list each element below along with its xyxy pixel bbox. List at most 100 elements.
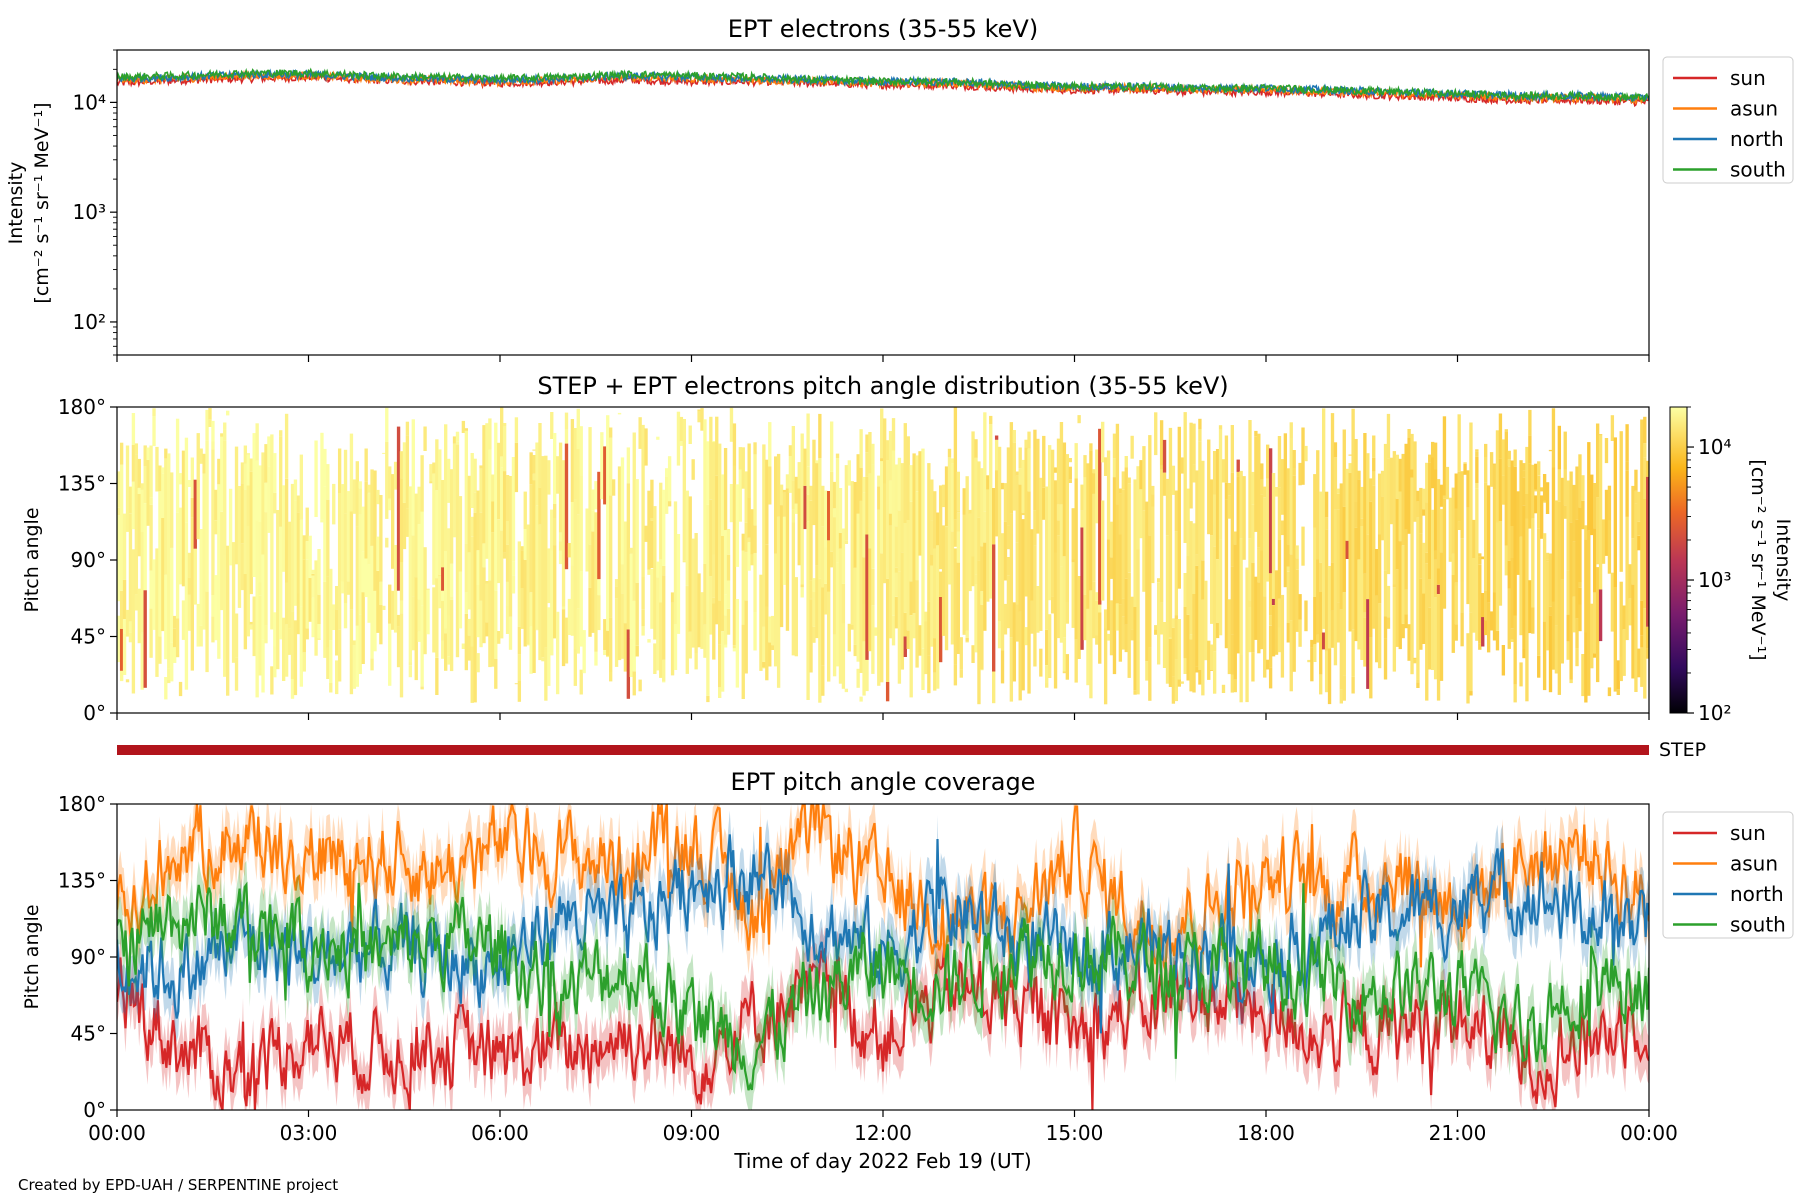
heatmap-cell <box>364 448 368 482</box>
legend-label-north: north <box>1730 127 1784 151</box>
heatmap-cell <box>1086 463 1090 609</box>
heatmap-cell <box>1495 430 1500 523</box>
heatmap-cell <box>609 427 613 438</box>
panel3-title: EPT pitch angle coverage <box>731 768 1036 796</box>
heatmap-cell <box>803 485 807 530</box>
heatmap-cell <box>234 446 239 565</box>
heatmap-cell <box>812 578 816 592</box>
heatmap-cell <box>818 413 822 459</box>
heatmap-cell <box>1124 578 1128 625</box>
heatmap-cell <box>685 586 689 642</box>
heatmap-cell <box>146 459 150 526</box>
heatmap-cell <box>1637 521 1641 536</box>
heatmap-cell <box>591 531 595 633</box>
heatmap-cell <box>311 569 315 574</box>
y-tick-label: 0° <box>83 701 106 725</box>
heatmap-cell <box>1289 422 1293 438</box>
heatmap-cell <box>302 535 306 560</box>
heatmap-cell <box>1033 545 1037 667</box>
heatmap-cell <box>1392 451 1397 585</box>
heatmap-cell <box>1257 433 1261 548</box>
heatmap-cell <box>1425 462 1429 503</box>
heatmap-cell <box>196 433 200 540</box>
heatmap-cell <box>1324 651 1329 693</box>
heatmap-cell <box>326 464 330 500</box>
heatmap-cell <box>1366 599 1370 689</box>
heatmap-cell <box>641 609 645 627</box>
heatmap-cell <box>1133 599 1137 607</box>
heatmap-cell <box>399 600 404 614</box>
heatmap-cell <box>564 412 569 430</box>
heatmap-cell <box>211 449 215 595</box>
heatmap-cell <box>420 605 424 687</box>
heatmap-cell <box>1575 466 1579 520</box>
heatmap-cell <box>1042 435 1046 488</box>
heatmap-cell <box>570 565 575 636</box>
heatmap-cell <box>815 463 819 566</box>
heatmap-cell <box>1106 450 1111 540</box>
heatmap-cell <box>697 573 701 648</box>
heatmap-cell <box>1428 462 1432 579</box>
heatmap-cell <box>1009 637 1014 702</box>
heatmap-cell <box>441 601 445 641</box>
heatmap-cell <box>217 484 221 659</box>
heatmap-cell <box>732 648 737 652</box>
heatmap-cell <box>452 436 457 444</box>
heatmap-cell <box>909 615 913 698</box>
heatmap-cell <box>1407 429 1411 438</box>
heatmap-cell <box>1351 676 1355 694</box>
heatmap-cell <box>361 506 365 552</box>
heatmap-cell <box>1307 659 1311 663</box>
heatmap-cell <box>650 520 654 569</box>
heatmap-cell <box>553 503 557 518</box>
heatmap-cell <box>1292 450 1296 468</box>
heatmap-cell <box>529 452 533 485</box>
heatmap-cell <box>281 485 286 572</box>
heatmap-cell <box>1080 484 1084 511</box>
series-line-south <box>117 67 1649 104</box>
heatmap-cell <box>122 633 127 675</box>
heatmap-cell <box>1584 632 1588 703</box>
heatmap-cell <box>1507 588 1511 649</box>
heatmap-cell <box>367 493 371 565</box>
heatmap-cell <box>1136 549 1140 695</box>
heatmap-cell <box>894 526 899 568</box>
heatmap-cell <box>1310 647 1314 682</box>
heatmap-cell <box>485 581 489 584</box>
heatmap-cell <box>609 672 613 682</box>
heatmap-cell <box>1595 497 1600 565</box>
heatmap-cell <box>609 437 613 496</box>
heatmap-cell <box>240 543 245 591</box>
heatmap-cell <box>520 588 524 629</box>
heatmap-cell <box>1360 526 1364 660</box>
heatmap-cell <box>1604 489 1609 556</box>
heatmap-cell <box>1436 584 1441 594</box>
heatmap-cell <box>1074 443 1078 479</box>
heatmap-cell <box>1092 581 1096 639</box>
heatmap-cell <box>883 483 887 584</box>
heatmap-cell <box>1419 533 1423 579</box>
heatmap-cell <box>214 575 218 641</box>
heatmap-cell <box>773 456 778 554</box>
heatmap-cell <box>1460 581 1464 613</box>
heatmap-cell <box>600 435 604 500</box>
heatmap-cell <box>1401 459 1405 546</box>
heatmap-cell <box>382 605 386 610</box>
heatmap-cell <box>535 505 539 630</box>
heatmap-cell <box>1268 573 1273 616</box>
heatmap-cell <box>137 494 141 557</box>
heatmap-cell <box>149 504 153 571</box>
heatmap-cell <box>1151 485 1155 495</box>
heatmap-cell <box>1271 605 1276 606</box>
heatmap-cell <box>1236 471 1240 477</box>
heatmap-cell <box>199 625 203 647</box>
heatmap-cell <box>812 591 816 627</box>
heatmap-cell <box>885 440 890 460</box>
heatmap-cell <box>1045 665 1049 683</box>
heatmap-cell <box>1174 615 1179 620</box>
heatmap-cell <box>838 548 843 684</box>
heatmap-cell <box>729 407 734 442</box>
heatmap-cell <box>700 408 704 431</box>
heatmap-cell <box>305 559 309 629</box>
heatmap-cell <box>388 623 392 686</box>
